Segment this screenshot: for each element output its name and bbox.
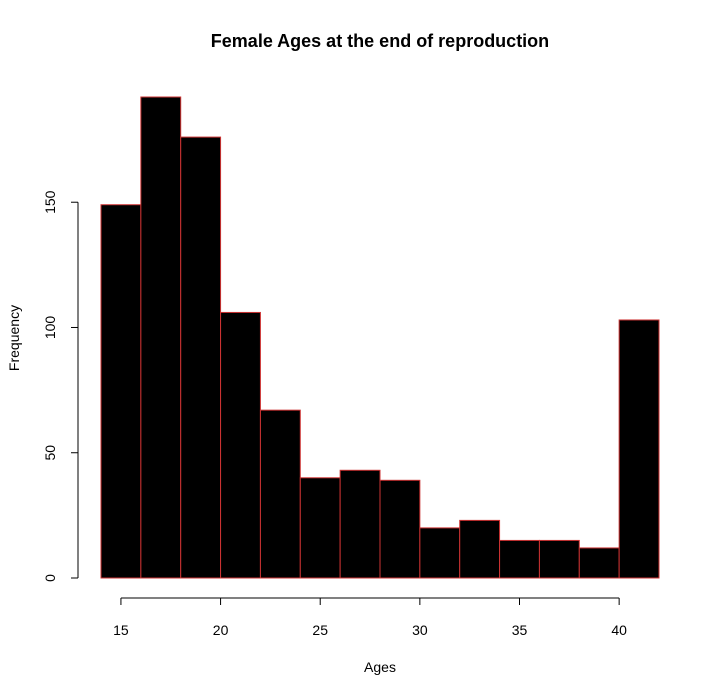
histogram-bar-32-34 bbox=[459, 519, 501, 579]
x-axis: 15 20 25 30 35 40 bbox=[113, 597, 627, 638]
histogram-bar-22-24 bbox=[259, 409, 301, 579]
histogram-bar-18-20 bbox=[180, 136, 222, 579]
bars-group bbox=[100, 96, 660, 579]
histogram-bar-36-38 bbox=[538, 539, 580, 579]
histogram-bar-26-28 bbox=[339, 469, 381, 579]
histogram-bar-16-18 bbox=[140, 96, 182, 579]
histogram-bar-20-22 bbox=[220, 311, 261, 579]
y-tick-label: 0 bbox=[42, 574, 58, 582]
y-tick-label: 50 bbox=[42, 445, 58, 461]
x-tick-label: 35 bbox=[512, 622, 528, 638]
y-tick-label: 150 bbox=[42, 190, 58, 214]
y-tick-label: 100 bbox=[42, 316, 58, 340]
y-axis: 0 50 100 150 bbox=[42, 190, 79, 582]
x-axis-label: Ages bbox=[364, 659, 396, 675]
histogram-bar-24-26 bbox=[299, 477, 341, 579]
x-tick-label: 15 bbox=[113, 622, 129, 638]
histogram-bar-14-16 bbox=[100, 204, 142, 579]
x-tick-label: 40 bbox=[611, 622, 627, 638]
histogram-bar-38-40 bbox=[578, 547, 620, 579]
x-tick-label: 25 bbox=[312, 622, 328, 638]
histogram-bar-40-42 bbox=[618, 319, 660, 579]
histogram-bar-30-32 bbox=[419, 527, 461, 579]
chart-title: Female Ages at the end of reproduction bbox=[211, 31, 549, 51]
x-tick-label: 30 bbox=[412, 622, 428, 638]
x-tick-label: 20 bbox=[213, 622, 229, 638]
histogram-bar-28-30 bbox=[379, 479, 421, 579]
y-axis-label: Frequency bbox=[6, 305, 22, 371]
histogram-bar-34-36 bbox=[499, 539, 540, 579]
